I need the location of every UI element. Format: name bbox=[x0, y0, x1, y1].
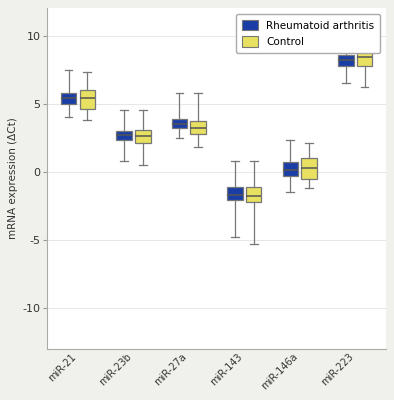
PathPatch shape bbox=[61, 93, 76, 104]
PathPatch shape bbox=[282, 162, 298, 176]
PathPatch shape bbox=[190, 121, 206, 134]
PathPatch shape bbox=[246, 187, 262, 202]
PathPatch shape bbox=[116, 131, 132, 140]
Legend: Rheumatoid arthritis, Control: Rheumatoid arthritis, Control bbox=[236, 14, 381, 53]
PathPatch shape bbox=[301, 158, 317, 178]
PathPatch shape bbox=[227, 187, 243, 200]
PathPatch shape bbox=[338, 55, 353, 66]
PathPatch shape bbox=[357, 45, 372, 66]
PathPatch shape bbox=[135, 130, 151, 143]
Y-axis label: mRNA expression (ΔCt): mRNA expression (ΔCt) bbox=[8, 118, 19, 240]
PathPatch shape bbox=[80, 90, 95, 109]
PathPatch shape bbox=[172, 119, 187, 128]
